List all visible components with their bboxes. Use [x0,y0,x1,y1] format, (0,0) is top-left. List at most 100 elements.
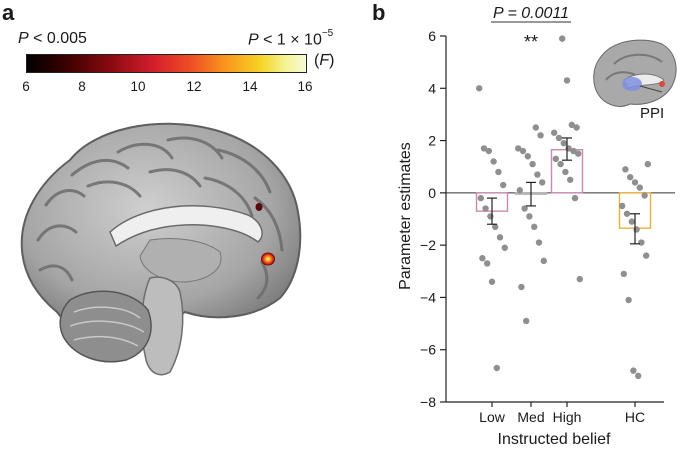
data-point [531,223,538,231]
data-point [623,210,631,217]
colorbar-tick: 16 [297,79,313,94]
colorbar-tick: 6 [22,79,30,94]
data-point [559,35,566,42]
data-point [568,121,575,129]
data-point [529,160,536,168]
data-point [493,364,500,372]
data-point [479,255,486,262]
data-point [539,179,546,186]
data-point [515,145,522,152]
data-point [575,150,582,157]
y-tick-label: 4 [428,80,436,96]
inset-ppi-seed-region [622,77,642,91]
significance-p-value: P = 0.0011 [493,5,569,22]
data-point [625,296,632,304]
data-point [484,260,491,267]
colorbar-tick: 8 [78,79,86,94]
x-tick-label: High [553,409,582,425]
data-point [519,147,527,155]
x-tick-label: Low [479,409,506,425]
data-point [631,179,639,186]
data-point [477,194,484,202]
colorbar-stat-label: (F) [314,52,335,69]
data-point [476,85,483,92]
data-point [521,205,528,212]
inset-brain-outline [593,39,677,107]
y-tick-label: 2 [428,133,436,149]
x-tick-label: Med [517,409,544,425]
data-point [630,367,637,374]
data-point [622,166,629,173]
data-point [537,132,544,139]
data-point [641,192,648,199]
activation-cluster-vmpfc [261,252,275,266]
data-point [570,147,577,155]
inset-sulcus [613,53,663,65]
data-point [636,184,643,191]
data-point [482,205,489,212]
data-point [532,124,539,131]
data-point [644,160,651,168]
x-tick-label: HC [625,409,645,425]
data-point [567,176,574,183]
data-point [557,160,564,168]
brain-mri-sagittal-image [20,122,302,376]
data-point [619,202,626,210]
brain-outline [20,122,302,337]
y-tick-label: −2 [420,237,436,253]
data-point [488,278,496,285]
data-point [571,194,579,202]
y-tick-label: −4 [420,289,436,305]
activation-cluster-small [255,203,263,211]
y-axis-title: Parameter estimates [397,142,414,290]
data-point [627,173,634,181]
colorbar-threshold-low: P < 0.005 [18,30,87,47]
colorbar [26,54,307,73]
panel-letter-a: a [2,0,15,25]
data-point [485,147,492,155]
data-point [573,124,580,131]
colorbar-threshold-high: P < 1 × 10−5 [248,28,334,49]
data-point [576,275,583,283]
data-point [501,244,508,251]
data-point [487,213,494,220]
inset-activation [659,81,665,87]
y-tick-label: −8 [420,394,436,410]
significance-stars: ** [524,32,538,52]
data-point [552,155,559,163]
data-point [495,168,502,176]
data-point [635,372,642,380]
corpus-callosum [109,205,263,248]
data-point [638,239,645,246]
data-point [563,77,571,84]
colorbar-tick: 12 [186,79,202,94]
data-point [560,139,567,147]
inset-pointer-line [639,85,663,93]
data-point [620,270,627,278]
data-point [524,153,531,160]
x-axis-title: Instructed belief [498,431,612,448]
y-tick-label: −6 [420,342,436,358]
data-point [492,223,499,231]
data-point [540,257,547,265]
data-point [535,239,543,246]
y-tick-label: 6 [428,28,436,44]
ppi-inset-brain [593,39,677,107]
thalamus [139,238,222,283]
data-point [490,158,497,165]
data-point [633,226,640,233]
colorbar-tick: 10 [130,79,146,94]
data-point [562,168,569,176]
data-point [551,129,558,136]
data-point [534,171,541,178]
data-point [518,283,525,291]
data-point [526,213,533,220]
data-point [516,187,523,194]
ppi-label: PPI [640,105,664,122]
data-point [628,218,635,225]
data-point [555,134,563,142]
data-point [523,317,530,325]
data-point [480,145,488,152]
panel-letter-b: b [372,0,386,25]
